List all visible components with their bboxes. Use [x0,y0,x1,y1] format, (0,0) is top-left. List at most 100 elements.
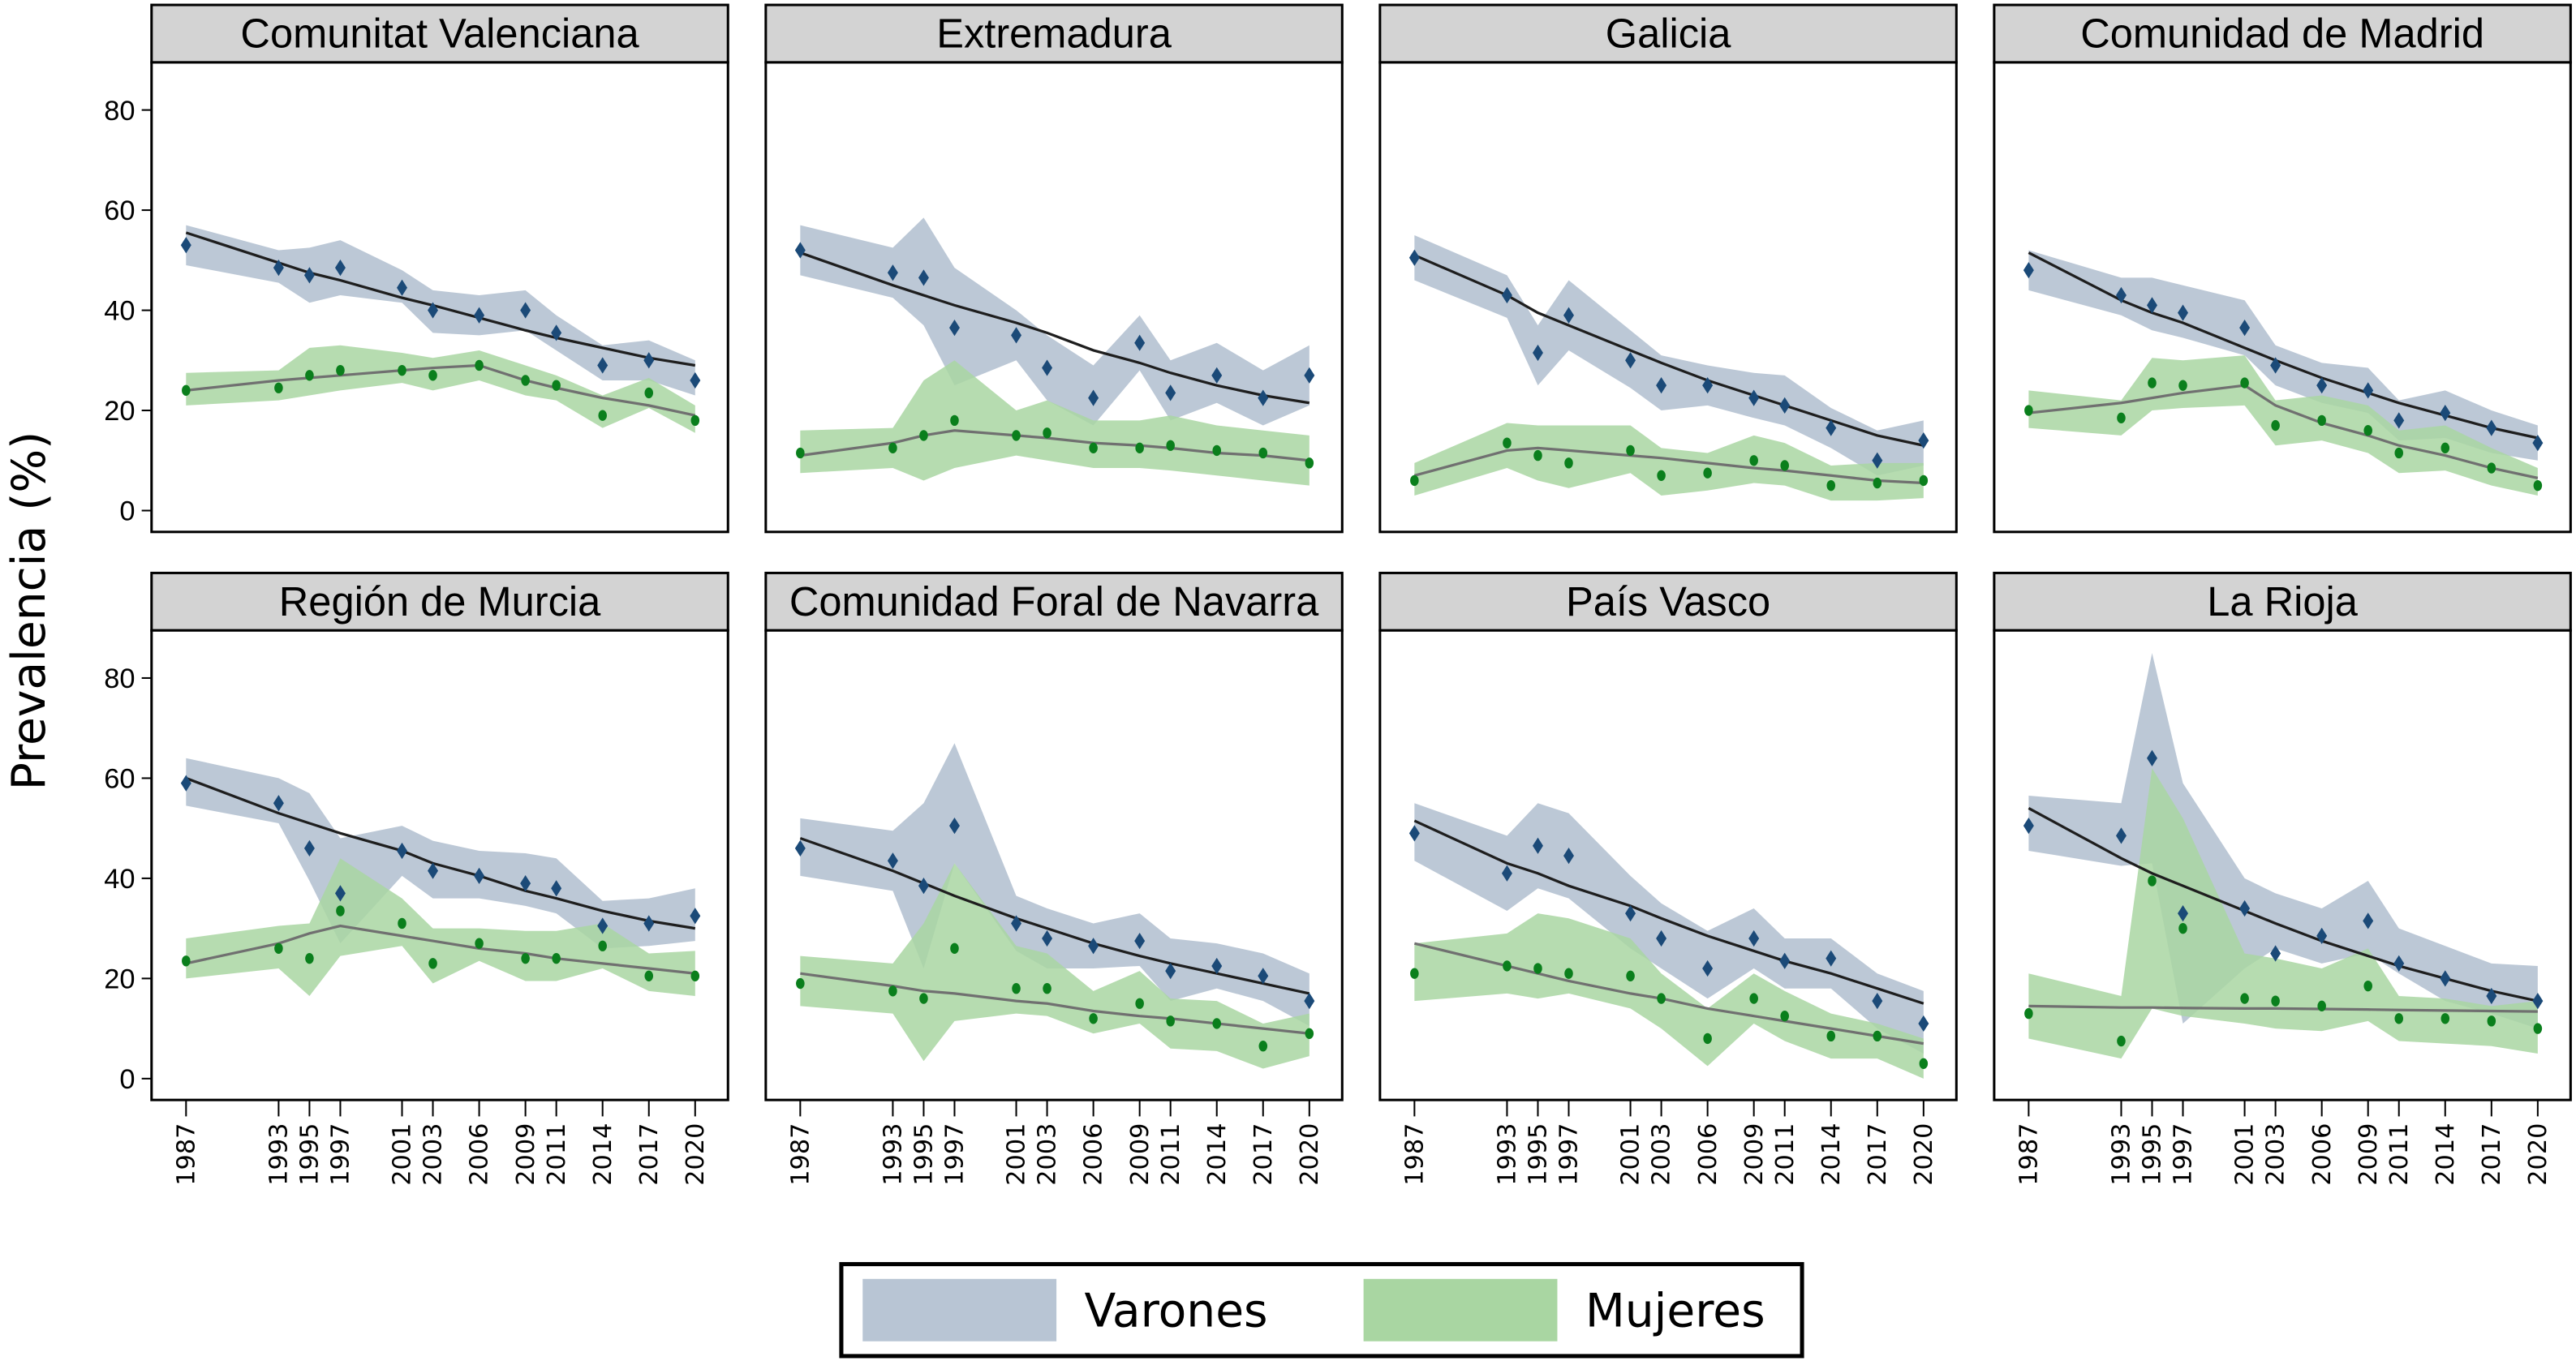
varones-point [1258,968,1269,985]
y-tick-label: 80 [104,96,135,127]
varones-point [1134,334,1146,351]
mujeres-point [1043,983,1051,994]
x-tick-label: 2001 [1003,1123,1031,1186]
varones-point [1702,960,1714,977]
mujeres-fit-line [2028,1004,2538,1013]
mujeres-point [1564,457,1573,469]
mujeres-point [1089,1013,1098,1024]
panel-1: Extremadura [764,3,1344,534]
mujeres-point [1258,447,1268,459]
varones-point [690,371,701,389]
mujeres-point [1135,998,1144,1009]
varones-fit-line [799,251,1310,405]
mujeres-point [2117,412,2126,423]
varones-point [334,259,346,277]
x-tick-label: 1997 [1555,1123,1584,1186]
y-tick-label: 60 [104,764,135,795]
varones-fit-line [2028,807,2539,1003]
mujeres-point [1503,437,1512,449]
mujeres-point [1305,1028,1314,1039]
panel-title: Comunidad de Madrid [2080,11,2484,57]
y-tick-label: 40 [104,296,135,327]
x-tick-label: 1993 [265,1123,294,1186]
mujeres-point [182,384,191,397]
varones-point [1501,865,1512,882]
mujeres-point [2240,993,2249,1004]
x-tick-label: 1987 [786,1123,815,1186]
mujeres-point [1749,993,1758,1004]
varones-point [1872,452,1883,469]
mujeres-point [919,993,928,1004]
panel-strip [150,571,729,632]
mujeres-point [796,977,805,990]
panel-4: Región de Murcia 0 20 40 60 80 1987 1993 1995 199… [104,571,729,1186]
mujeres-point [950,414,959,427]
varones-point [1304,993,1315,1010]
mujeres-point [1873,1030,1882,1042]
varones-point [1918,1015,1929,1033]
varones-ci-band [1414,234,1924,476]
mujeres-point [2178,380,2187,391]
varones-point [1408,825,1420,842]
panel-2: Galicia [1378,3,1958,534]
mujeres-point [1657,993,1666,1004]
x-tick-label: 2011 [1157,1123,1185,1186]
x-tick-label: 1993 [1494,1123,1522,1186]
mujeres-point [1166,440,1175,451]
mujeres-point [1012,430,1021,441]
x-tick-label: 2003 [1034,1123,1062,1186]
y-tick-label: 80 [104,663,135,694]
varones-point [1134,932,1146,950]
mujeres-point [1749,455,1758,466]
varones-point [690,908,701,925]
varones-point [1408,249,1420,266]
mujeres-fit-line [800,972,1310,1035]
panel-0: Comunitat Valenciana 0 20 40 60 80 [104,3,729,534]
x-tick-label: 2017 [635,1123,664,1186]
mujeres-point [475,359,484,371]
varones-point [1042,930,1053,947]
varones-point [1702,377,1714,394]
mujeres-point [1780,460,1789,471]
varones-point [1779,397,1791,414]
mujeres-fit-line [185,924,695,975]
mujeres-point [1212,1018,1221,1029]
varones-point [2023,817,2034,835]
mujeres-fit-line [1413,942,1924,1045]
mujeres-fit-line [1413,446,1924,485]
varones-point [2239,320,2251,337]
mujeres-point [2394,447,2403,459]
varones-point [1532,344,1543,362]
x-tick-label: 2020 [2524,1123,2552,1186]
y-tick-label: 20 [104,396,135,427]
mujeres-point [644,970,654,981]
mujeres-point [1305,457,1314,469]
panel-title: Región de Murcia [279,578,601,625]
varones-point [1011,915,1022,932]
x-tick-label: 2011 [1771,1123,1800,1186]
mujeres-point [2394,1013,2403,1024]
varones-point [1563,848,1574,865]
mujeres-point [1919,474,1929,487]
mujeres-point [336,364,345,376]
mujeres-point [1626,970,1635,981]
y-tick-label: 40 [104,864,135,895]
mujeres-fit-line [186,363,696,417]
mujeres-point [1873,477,1882,489]
mujeres-point [598,940,607,951]
varones-ci-band [2028,250,2538,461]
x-tick-label: 2020 [1296,1123,1324,1186]
mujeres-point [1503,960,1512,972]
x-tick-label: 1997 [941,1123,970,1186]
x-tick-label: 2017 [2478,1123,2506,1186]
mujeres-point [644,387,654,399]
x-tick-label: 2006 [1080,1123,1108,1186]
mujeres-point [428,370,437,381]
varones-point [1563,307,1574,324]
mujeres-point [1826,479,1836,492]
panel-5: Comunidad Foral de Navarra 1987 1993 1995 19… [764,571,1344,1186]
mujeres-point [1703,1033,1712,1045]
varones-point [2270,357,2281,374]
mujeres-point [2441,1013,2450,1024]
